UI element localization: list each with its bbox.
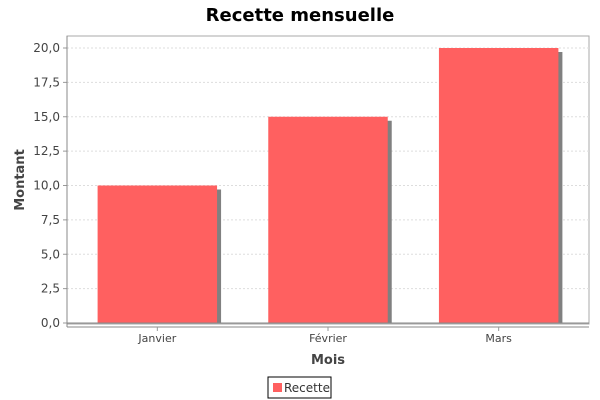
y-tick-label: 2,5: [41, 282, 60, 296]
x-axis-label: Mois: [311, 353, 345, 368]
x-category-label: Mars: [485, 332, 512, 345]
y-axis-label: Montant: [13, 149, 28, 211]
y-tick-label: 7,5: [41, 213, 60, 227]
bar-janvier: [97, 185, 218, 323]
y-tick-label: 12,5: [33, 144, 60, 158]
y-tick-label: 5,0: [41, 247, 60, 261]
legend-swatch: [273, 383, 282, 392]
y-tick-label: 15,0: [33, 110, 60, 124]
bar-mars: [438, 48, 559, 323]
y-tick-label: 17,5: [33, 75, 60, 89]
x-category-label: Février: [309, 332, 347, 345]
bar-février: [268, 116, 388, 323]
bar-series: [97, 48, 563, 323]
legend: Recette: [267, 376, 332, 399]
x-category-labels: Janvier Février Mars: [137, 327, 512, 345]
y-tick-label: 0,0: [41, 316, 60, 330]
y-tick-labels: 0,0 2,5 5,0 7,5 10,0 12,5 15,0 17,5 20,0: [33, 41, 67, 330]
legend-box: [267, 376, 332, 399]
y-tick-label: 10,0: [33, 179, 60, 193]
chart-title: Recette mensuelle: [206, 5, 395, 26]
y-tick-label: 20,0: [33, 41, 60, 55]
legend-label: Recette: [284, 381, 330, 395]
x-category-label: Janvier: [137, 332, 176, 345]
